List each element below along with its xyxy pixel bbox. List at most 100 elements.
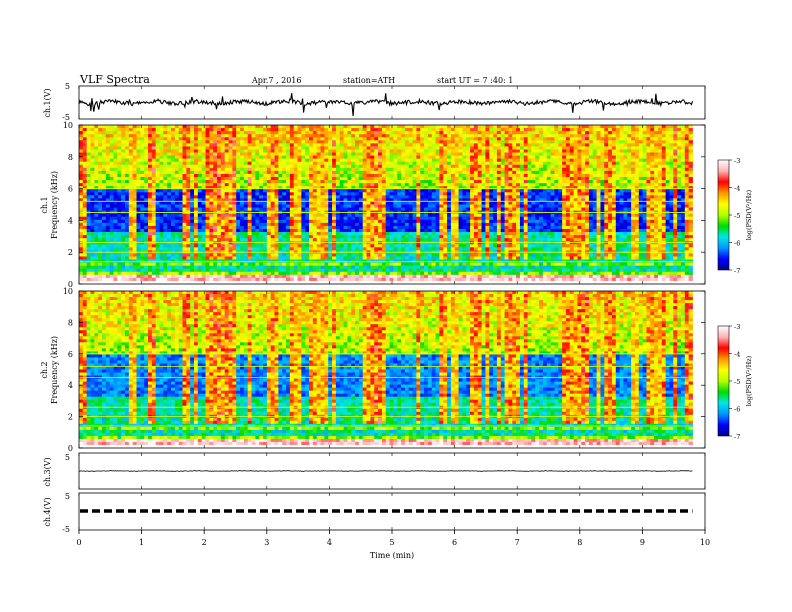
heatmap-cell: [90, 201, 95, 205]
heatmap-cell: [424, 164, 429, 169]
heatmap-cell: [109, 204, 114, 208]
heatmap-cell: [374, 253, 379, 257]
heatmap-cell: [416, 137, 421, 141]
heatmap-cell: [236, 164, 241, 169]
heatmap-cell: [420, 173, 425, 178]
heatmap-cell: [105, 158, 111, 163]
heatmap-cell: [274, 253, 279, 257]
heatmap-cell: [228, 259, 233, 263]
heatmap-cell: [232, 225, 237, 230]
heatmap-cell: [220, 259, 226, 263]
heatmap-cell: [148, 195, 153, 199]
heatmap-cell: [243, 265, 249, 270]
heatmap-cell: [128, 204, 134, 208]
heatmap-cell: [251, 167, 256, 172]
heatmap-cell: [374, 235, 379, 239]
heatmap-cell: [397, 238, 402, 242]
heatmap-cell: [209, 235, 214, 239]
heatmap-cell: [247, 186, 252, 190]
heatmap-cell: [236, 277, 241, 282]
heatmap-cell: [140, 170, 145, 175]
heatmap-cell: [197, 207, 203, 212]
heatmap-cell: [94, 274, 99, 279]
heatmap-cell: [305, 125, 310, 129]
heatmap-cell: [404, 277, 410, 282]
heatmap-cell: [424, 158, 429, 163]
heatmap-cell: [355, 158, 360, 163]
heatmap-cell: [381, 247, 387, 251]
heatmap-cell: [136, 131, 141, 135]
heatmap-cell: [355, 140, 360, 144]
heatmap-cell: [217, 143, 222, 147]
heatmap-cell: [427, 149, 433, 153]
heatmap-cell: [94, 268, 99, 273]
heatmap-cell: [404, 161, 410, 166]
heatmap-cell: [355, 189, 360, 193]
heatmap-cell: [324, 265, 329, 270]
heatmap-cell: [297, 256, 302, 260]
heatmap-cell: [286, 155, 291, 160]
heatmap-cell: [439, 271, 444, 276]
heatmap-cell: [435, 173, 440, 178]
heatmap-cell: [155, 149, 160, 153]
heatmap-cell: [186, 235, 191, 239]
heatmap-cell: [381, 201, 387, 205]
heatmap-cell: [324, 134, 329, 138]
heatmap-cell: [136, 180, 141, 184]
heatmap-cell: [243, 216, 249, 221]
heatmap-cell: [408, 176, 413, 181]
heatmap-cell: [220, 134, 226, 138]
heatmap-cell: [174, 259, 180, 263]
heatmap-cell: [289, 192, 295, 196]
heatmap-cell: [424, 173, 429, 178]
heatmap-cell: [220, 235, 226, 239]
heatmap-cell: [420, 186, 425, 190]
heatmap-cell: [312, 253, 318, 257]
heatmap-cell: [155, 173, 160, 178]
heatmap-cell: [301, 128, 306, 132]
heatmap-cell: [309, 262, 314, 267]
heatmap-cell: [324, 222, 329, 227]
heatmap-cell: [197, 186, 203, 190]
heatmap-cell: [213, 222, 218, 227]
heatmap-cell: [270, 189, 275, 193]
heatmap-cell: [209, 259, 214, 263]
heatmap-cell: [385, 247, 390, 251]
heatmap-cell: [182, 238, 187, 242]
heatmap-cell: [297, 198, 302, 202]
heatmap-cell: [255, 143, 260, 147]
heatmap-cell: [328, 228, 333, 233]
heatmap-cell: [420, 256, 425, 260]
heatmap-cell: [404, 186, 410, 190]
heatmap-cell: [174, 161, 180, 166]
heatmap-cell: [151, 137, 157, 141]
heatmap-cell: [224, 244, 229, 248]
heatmap-cell: [217, 244, 222, 248]
heatmap-cell: [316, 201, 321, 205]
heatmap-cell: [155, 265, 160, 270]
heatmap-cell: [316, 265, 321, 270]
heatmap-cell: [159, 155, 164, 160]
heatmap-cell: [366, 161, 371, 166]
heatmap-cell: [209, 192, 214, 196]
heatmap-cell: [316, 146, 321, 150]
heatmap-cell: [205, 222, 210, 227]
heatmap-cell: [178, 164, 183, 169]
heatmap-cell: [266, 155, 272, 160]
heatmap-cell: [171, 219, 176, 224]
heatmap-cell: [416, 176, 421, 181]
heatmap-cell: [86, 192, 91, 196]
heatmap-cell: [274, 271, 279, 276]
heatmap-cell: [140, 253, 145, 257]
heatmap-cell: [301, 280, 306, 284]
heatmap-cell: [312, 204, 318, 208]
heatmap-cell: [98, 274, 103, 279]
heatmap-cell: [240, 238, 245, 242]
heatmap-cell: [270, 134, 275, 138]
heatmap-cell: [316, 271, 321, 276]
heatmap-cell: [320, 164, 325, 169]
heatmap-cell: [404, 183, 410, 187]
heatmap-cell: [178, 180, 183, 184]
heatmap-cell: [282, 247, 287, 251]
heatmap-cell: [339, 152, 344, 156]
